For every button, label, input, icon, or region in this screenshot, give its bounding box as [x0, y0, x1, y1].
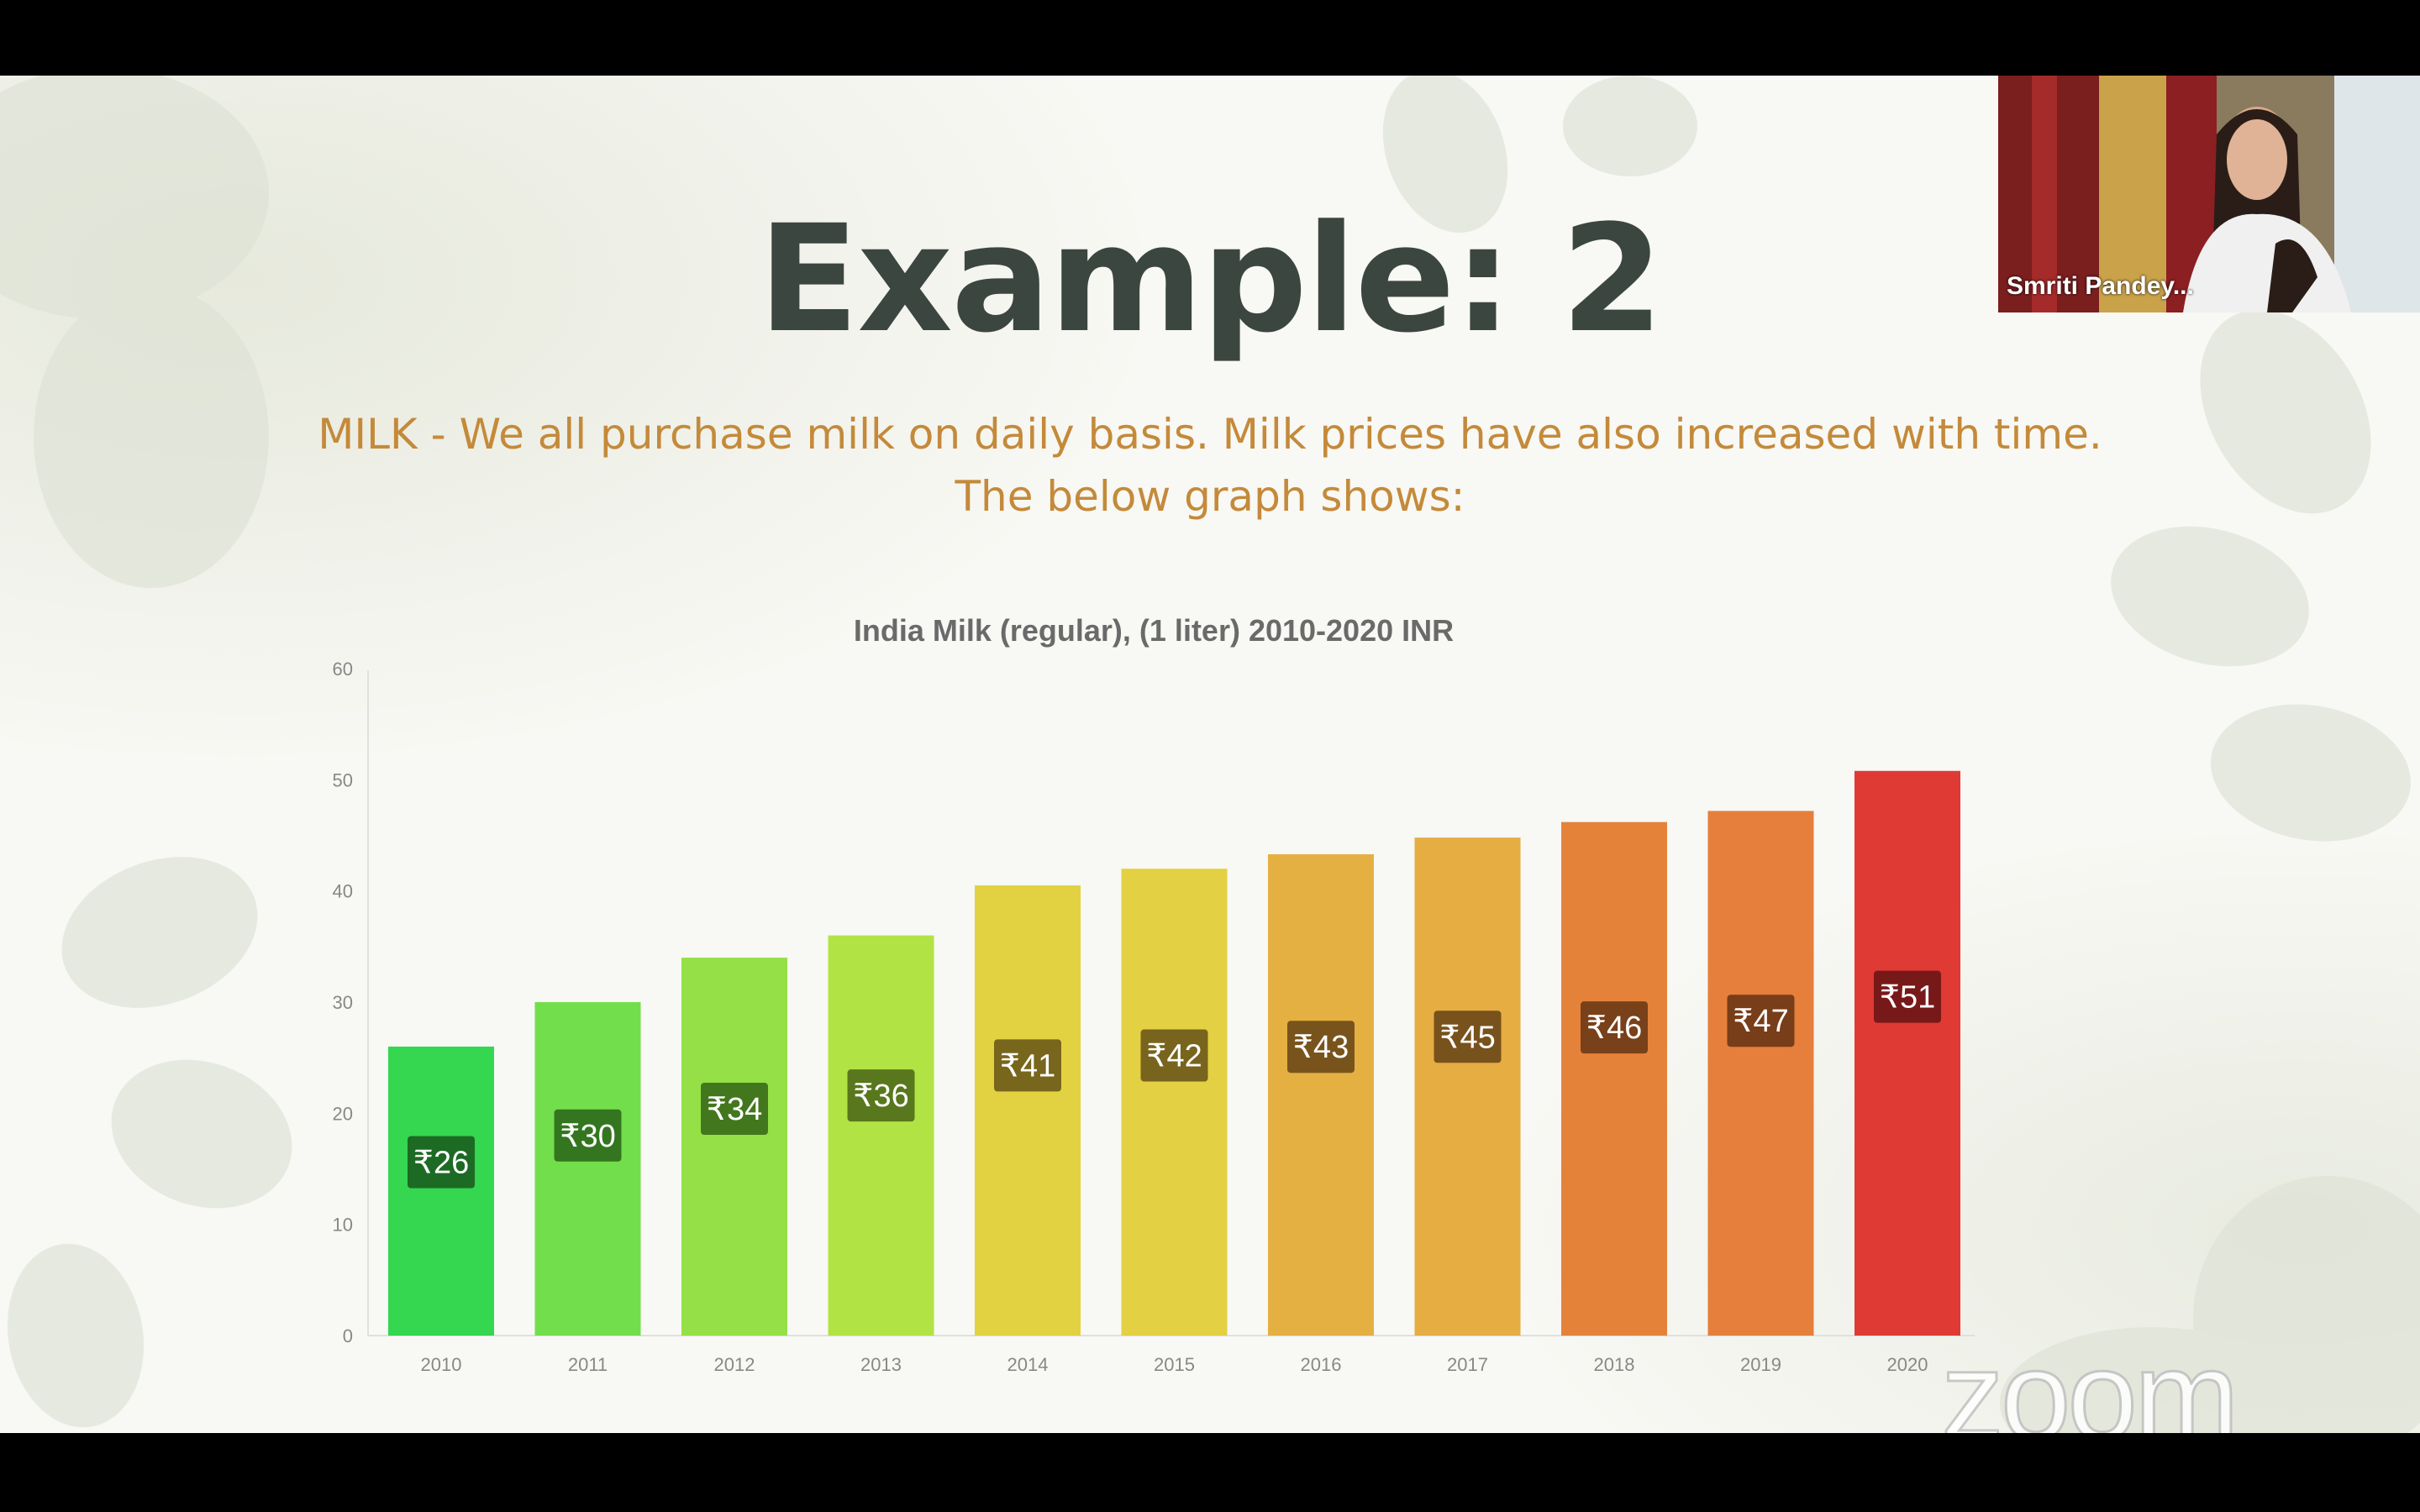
- slide-title: Example: 2: [758, 193, 1664, 365]
- bar-label-background: [1287, 1021, 1355, 1074]
- bar-label-background: [1874, 970, 1941, 1023]
- bar-label-background: [1140, 1029, 1208, 1082]
- bar-value-label: ₹36: [853, 1079, 908, 1114]
- participant-video-tile[interactable]: Smriti Pandey...: [1998, 76, 2420, 312]
- y-tick-label: 60: [333, 659, 353, 680]
- bar-2016: [1268, 853, 1374, 1336]
- bar-label-background: [994, 1039, 1061, 1092]
- x-tick-label: 2011: [568, 1354, 608, 1375]
- bar-label-background: [1727, 995, 1795, 1047]
- slide-subtitle-line-2: The below graph shows:: [955, 472, 1465, 521]
- bottom-black-bar: [0, 1433, 2420, 1512]
- participant-video-image: [1998, 76, 2420, 312]
- bar-label-background: [847, 1069, 915, 1122]
- bar-value-label: ₹41: [1000, 1048, 1055, 1084]
- bar-2012: [681, 958, 787, 1336]
- bar-2014: [975, 885, 1081, 1336]
- x-tick-label: 2012: [714, 1354, 755, 1375]
- bar-value-label: ₹45: [1439, 1020, 1495, 1055]
- bar-label-background: [701, 1083, 768, 1136]
- bar-2020: [1854, 770, 1960, 1336]
- y-tick-label: 40: [333, 881, 353, 902]
- chart-title: India Milk (regular), (1 liter) 2010-202…: [854, 613, 1454, 648]
- bar-2011: [534, 1002, 641, 1336]
- bar-label-background: [408, 1136, 475, 1189]
- bar-value-label: ₹47: [1733, 1004, 1788, 1039]
- bar-value-label: ₹42: [1146, 1039, 1202, 1074]
- x-tick-label: 2018: [1594, 1354, 1635, 1375]
- y-axis-ticks: 0 10 20 30 40 50 60: [333, 659, 353, 1347]
- x-tick-label: 2014: [1007, 1354, 1049, 1375]
- bar-value-label: ₹51: [1880, 980, 1935, 1016]
- y-tick-label: 10: [333, 1215, 353, 1236]
- x-tick-label: 2020: [1887, 1354, 1928, 1375]
- y-tick-label: 30: [333, 992, 353, 1013]
- x-tick-label: 2013: [860, 1354, 902, 1375]
- bar-value-label: ₹43: [1293, 1030, 1349, 1065]
- x-tick-label: 2017: [1447, 1354, 1488, 1375]
- bar-value-label: ₹46: [1586, 1011, 1642, 1046]
- x-tick-label: 2015: [1154, 1354, 1195, 1375]
- slide-subtitle-line-1: MILK - We all purchase milk on daily bas…: [318, 410, 2102, 459]
- y-tick-label: 20: [333, 1103, 353, 1124]
- x-tick-label: 2016: [1301, 1354, 1342, 1375]
- y-tick-label: 50: [333, 769, 353, 790]
- bar-2018: [1561, 822, 1667, 1336]
- bar-value-label: ₹30: [560, 1119, 615, 1154]
- bar-label-background: [554, 1109, 622, 1162]
- top-black-bar: [0, 0, 2420, 76]
- zoom-watermark-logo: zoom: [1940, 1324, 2241, 1434]
- bars: ₹26 ₹30 ₹34 ₹36 ₹41 ₹42 ₹43 ₹45 ₹46 ₹47 ₹51: [388, 770, 1960, 1336]
- bar-label-background: [1434, 1011, 1502, 1063]
- x-tick-label: 2010: [421, 1354, 462, 1375]
- milk-price-bar-chart: India Milk (regular), (1 liter) 2010-202…: [333, 613, 1975, 1375]
- bar-2019: [1707, 811, 1814, 1336]
- bar-label-background: [1581, 1001, 1648, 1054]
- bar-2017: [1414, 837, 1521, 1336]
- y-tick-label: 0: [343, 1326, 353, 1347]
- bar-2013: [828, 935, 934, 1336]
- bar-value-label: ₹34: [707, 1092, 762, 1127]
- participant-name-label: Smriti Pandey...: [2007, 272, 2194, 300]
- x-tick-label: 2019: [1740, 1354, 1781, 1375]
- x-axis-ticks: 2010 2011 2012 2013 2014 2015 2016 2017 2018 2019…: [421, 1354, 1928, 1375]
- bar-value-label: ₹26: [413, 1146, 469, 1181]
- bar-2010: [388, 1046, 494, 1336]
- decorative-leaf-graphic: [0, 76, 2420, 1433]
- bar-2015: [1121, 869, 1228, 1336]
